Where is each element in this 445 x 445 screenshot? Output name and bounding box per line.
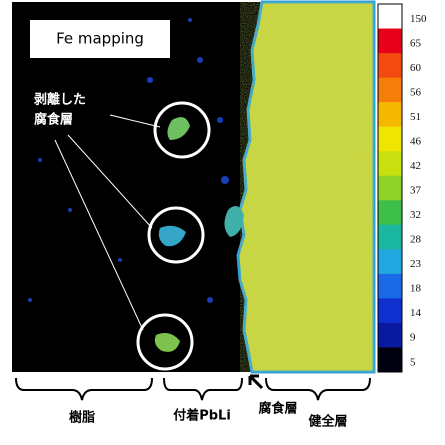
colorbar-label: 150 [410, 13, 427, 25]
colorbar-swatch [378, 102, 402, 127]
colorbar-label: 28 [410, 234, 422, 246]
colorbar-swatch [378, 347, 402, 372]
colorbar-label: 5 [410, 356, 416, 368]
colorbar-swatch [378, 298, 402, 323]
colorbar-swatch [378, 249, 402, 274]
colorbar-label: 18 [410, 283, 422, 295]
colorbar-label: 9 [410, 332, 416, 344]
colorbar-swatch [378, 53, 402, 78]
colorbar-swatch [378, 200, 402, 225]
region-label: 腐食層 [258, 401, 297, 417]
colorbar-swatch [378, 78, 402, 103]
colorbar-swatch [378, 323, 402, 348]
colorbar-swatch [378, 176, 402, 201]
colorbar-label: 65 [410, 37, 422, 49]
colorbar-swatch [378, 274, 402, 299]
label-text: Fe mapping [56, 30, 144, 48]
brackets [16, 376, 370, 400]
texture [240, 2, 374, 372]
colorbar-label: 56 [410, 86, 422, 98]
colorbar-swatch [378, 151, 402, 176]
figure: Fe mapping 剥離した 腐食層 150 65 60 56 51 46 42 37 32 2… [0, 0, 445, 441]
colorbar-swatch [378, 29, 402, 54]
colorbar: 150 65 60 56 51 46 42 37 32 28 23 18 14 9 5 [378, 4, 427, 373]
colorbar-label: 51 [410, 111, 421, 123]
colorbar-label: 42 [410, 160, 421, 172]
annotation: 剥離した [34, 92, 86, 108]
region-label: 健全層 [308, 414, 347, 430]
colorbar-swatch [378, 4, 402, 29]
colorbar-label: 23 [410, 258, 422, 270]
colorbar-label: 32 [410, 209, 421, 221]
colorbar-swatch [378, 127, 402, 152]
colorbar-label: 60 [410, 62, 422, 74]
region-label: 付着PbLi [173, 408, 231, 424]
colorbar-swatch [378, 225, 402, 250]
colorbar-label: 37 [410, 185, 422, 197]
colorbar-label: 46 [410, 135, 422, 147]
annotation: 腐食層 [34, 112, 73, 128]
region-label: 樹脂 [69, 410, 95, 426]
colorbar-label: 14 [410, 307, 422, 319]
